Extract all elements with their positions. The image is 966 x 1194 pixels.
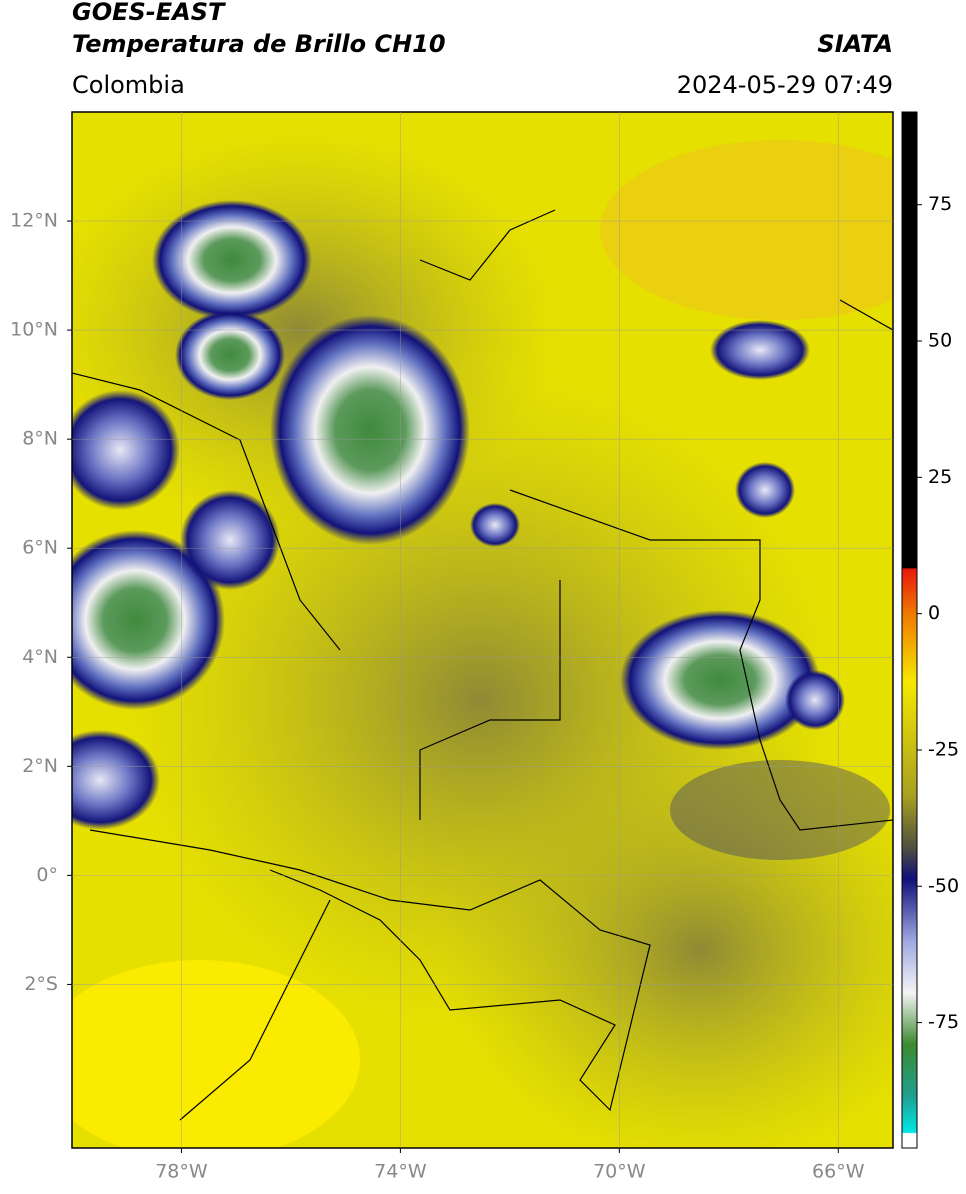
colorbar-tick-label: 75 — [928, 193, 952, 215]
title: GOES-EAST — [72, 0, 226, 26]
lon-tick-label: 78°W — [155, 1161, 208, 1183]
lat-tick-label: 10°N — [10, 319, 58, 341]
region: Colombia — [72, 71, 185, 99]
colorbar-tick-label: -25 — [928, 738, 959, 760]
lat-tick-label: 4°N — [22, 646, 58, 668]
colorbar-tick-label: 0 — [928, 602, 940, 624]
timestamp: 2024-05-29 07:49 — [677, 71, 893, 99]
lat-tick-label: 2°S — [24, 973, 58, 995]
map-frame — [71, 111, 894, 1149]
colorbar-tick-label: 50 — [928, 330, 952, 352]
lon-tick-label: 74°W — [374, 1161, 427, 1183]
colorbar-tick-label: -75 — [928, 1011, 959, 1033]
subtitle: Temperatura de Brillo CH10 — [72, 30, 446, 58]
satellite-image — [72, 112, 893, 1148]
lat-tick-label: 12°N — [10, 210, 58, 232]
lon-tick-label: 66°W — [812, 1161, 865, 1183]
lon-tick-label: 70°W — [593, 1161, 646, 1183]
lat-tick-label: 8°N — [22, 428, 58, 450]
colorbar-tick-label: 25 — [928, 466, 952, 488]
lat-tick-label: 6°N — [22, 537, 58, 559]
source: SIATA — [817, 30, 893, 58]
lat-tick-label: 2°N — [22, 755, 58, 777]
lat-tick-label: 0° — [36, 864, 58, 886]
colorbar-tick-label: -50 — [928, 875, 959, 897]
colorbar — [901, 111, 918, 1149]
